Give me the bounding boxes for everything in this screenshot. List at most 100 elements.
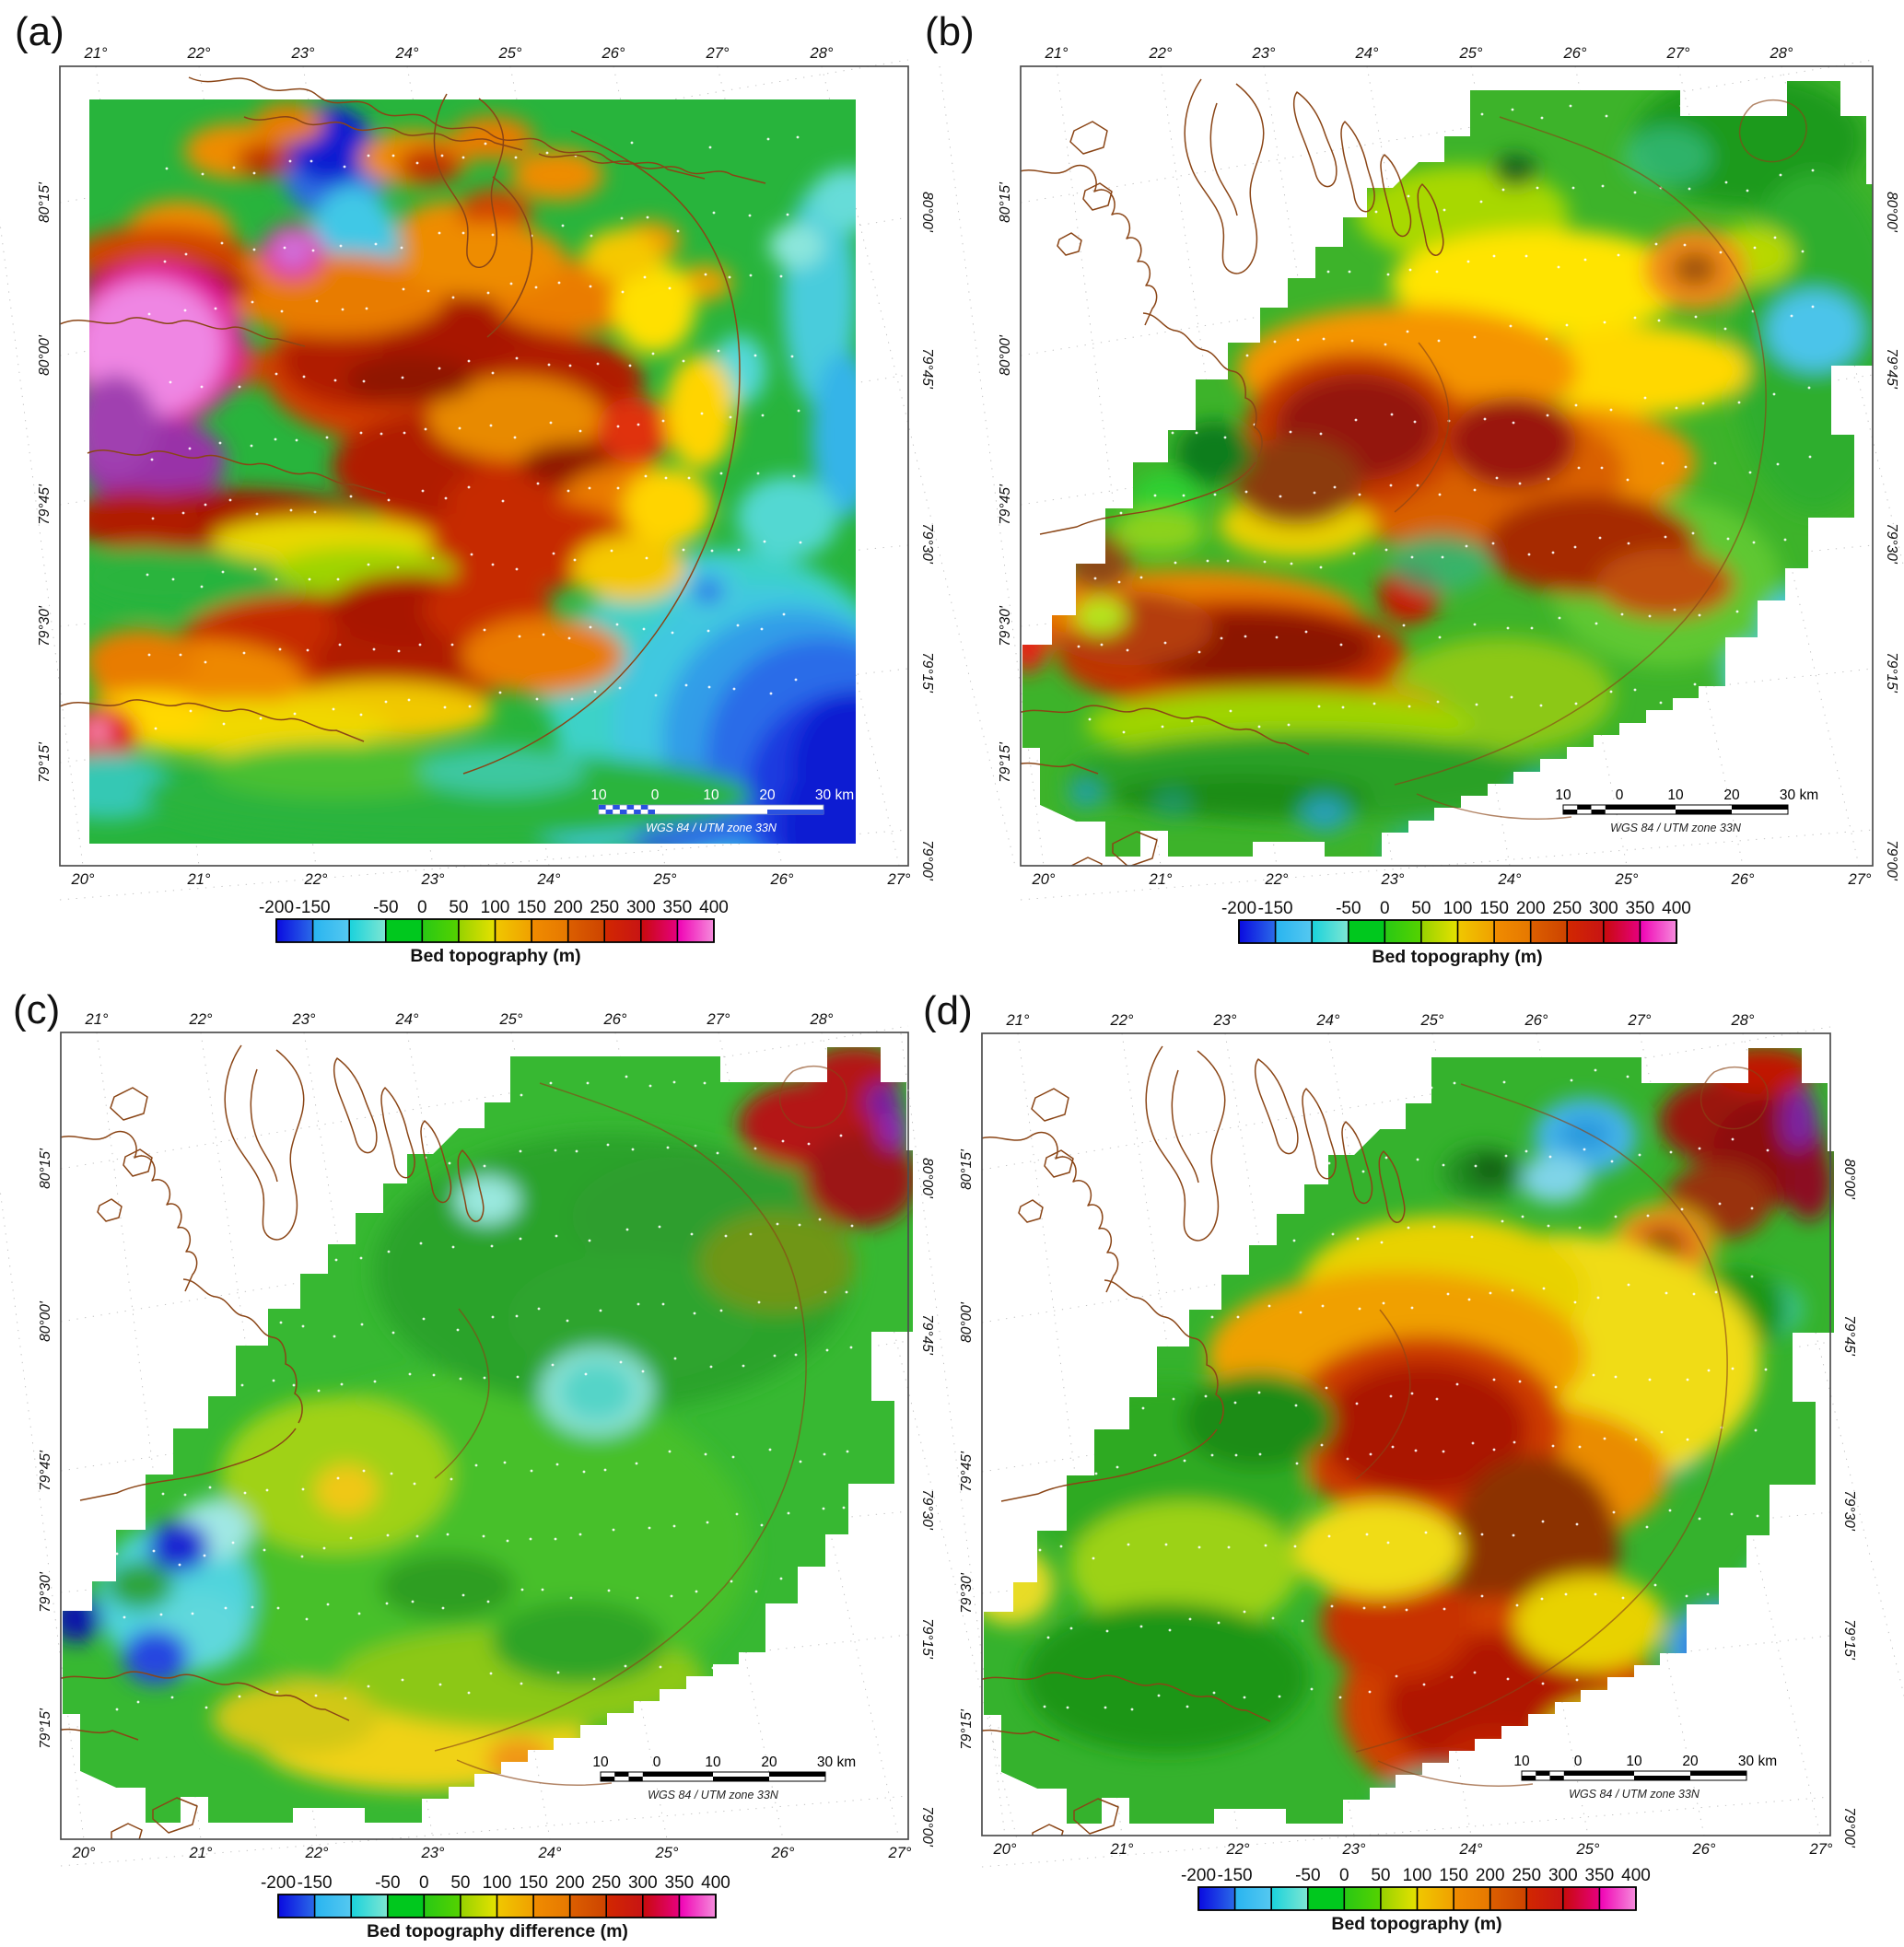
svg-text:200: 200 [1476, 1866, 1505, 1885]
svg-text:(b): (b) [925, 9, 975, 54]
svg-text:400: 400 [1621, 1866, 1651, 1885]
svg-text:21°: 21° [1045, 45, 1069, 62]
svg-text:79°00': 79°00' [919, 1806, 935, 1848]
svg-text:22°: 22° [305, 1845, 329, 1861]
svg-text:26°: 26° [770, 871, 794, 888]
svg-text:79°15': 79°15' [1841, 1619, 1857, 1661]
svg-text:27°: 27° [1628, 1012, 1652, 1029]
svg-text:150: 150 [1479, 899, 1509, 918]
svg-text:10: 10 [590, 787, 607, 803]
svg-text:25°: 25° [498, 45, 522, 62]
svg-text:350: 350 [1585, 1866, 1615, 1885]
svg-text:-150: -150 [1218, 1866, 1253, 1885]
svg-text:-200: -200 [1221, 899, 1256, 918]
svg-text:80°15': 80°15' [37, 181, 53, 223]
svg-text:20: 20 [1682, 1754, 1699, 1769]
svg-text:79°30': 79°30' [1841, 1490, 1857, 1532]
svg-text:(c): (c) [13, 987, 60, 1032]
svg-text:-50: -50 [1336, 899, 1361, 918]
svg-text:79°45': 79°45' [919, 1314, 935, 1356]
svg-text:250: 250 [1552, 899, 1582, 918]
svg-text:22°: 22° [1149, 45, 1173, 62]
svg-text:27°: 27° [888, 1845, 912, 1861]
svg-text:27°: 27° [707, 1011, 730, 1028]
svg-text:80°00': 80°00' [998, 334, 1013, 376]
svg-text:26°: 26° [603, 1011, 627, 1028]
svg-text:80°00': 80°00' [1841, 1159, 1857, 1200]
svg-text:27°: 27° [706, 45, 730, 62]
svg-text:79°15': 79°15' [37, 741, 53, 783]
svg-text:79°30': 79°30' [37, 605, 53, 647]
svg-text:80°00': 80°00' [919, 1158, 935, 1199]
svg-text:25°: 25° [499, 1011, 523, 1028]
svg-text:27°: 27° [887, 871, 911, 888]
svg-text:Bed topography (m): Bed topography (m) [1331, 1914, 1501, 1934]
svg-text:100: 100 [481, 898, 510, 917]
svg-text:50: 50 [1411, 899, 1431, 918]
svg-text:79°45': 79°45' [1841, 1315, 1857, 1357]
svg-text:30 km: 30 km [817, 1755, 856, 1770]
svg-text:80°15': 80°15' [998, 181, 1013, 223]
svg-text:79°30': 79°30' [959, 1572, 975, 1614]
svg-text:0: 0 [419, 1873, 429, 1893]
svg-text:79°45': 79°45' [37, 484, 53, 525]
svg-text:79°30': 79°30' [38, 1571, 53, 1613]
svg-text:400: 400 [699, 898, 729, 917]
svg-text:200: 200 [1516, 899, 1546, 918]
svg-text:10: 10 [1667, 787, 1684, 803]
svg-text:20°: 20° [993, 1841, 1017, 1858]
svg-text:-50: -50 [375, 1873, 400, 1893]
svg-text:79°30': 79°30' [919, 1489, 935, 1531]
svg-text:24°: 24° [1498, 871, 1522, 888]
svg-text:79°15': 79°15' [959, 1708, 975, 1750]
svg-text:Bed topography (m): Bed topography (m) [410, 946, 580, 966]
svg-text:79°15': 79°15' [919, 1618, 935, 1660]
svg-text:(a): (a) [15, 9, 64, 54]
svg-text:350: 350 [1626, 899, 1655, 918]
svg-text:26°: 26° [1692, 1841, 1716, 1858]
svg-text:150: 150 [517, 898, 546, 917]
svg-text:-150: -150 [1258, 899, 1293, 918]
svg-text:-150: -150 [298, 1873, 333, 1893]
svg-text:WGS 84 / UTM zone 33N: WGS 84 / UTM zone 33N [1610, 822, 1742, 834]
svg-text:25°: 25° [1615, 871, 1639, 888]
svg-text:28°: 28° [810, 1011, 834, 1028]
svg-text:25°: 25° [1420, 1012, 1444, 1029]
svg-text:25°: 25° [1459, 45, 1483, 62]
svg-text:79°30': 79°30' [998, 605, 1013, 647]
svg-text:28°: 28° [1770, 45, 1793, 62]
svg-text:22°: 22° [1226, 1841, 1250, 1858]
svg-text:150: 150 [1439, 1866, 1468, 1885]
svg-text:-200: -200 [261, 1873, 296, 1893]
svg-text:23°: 23° [421, 871, 445, 888]
svg-text:100: 100 [483, 1873, 512, 1893]
svg-text:79°15': 79°15' [919, 652, 935, 694]
svg-text:79°45': 79°45' [919, 348, 935, 390]
svg-text:79°45': 79°45' [1884, 348, 1899, 390]
svg-text:23°: 23° [1252, 45, 1276, 62]
svg-text:23°: 23° [421, 1845, 445, 1861]
svg-text:27°: 27° [1666, 45, 1690, 62]
svg-text:0: 0 [417, 898, 427, 917]
svg-text:21°: 21° [1110, 1841, 1134, 1858]
svg-text:79°30': 79°30' [919, 523, 935, 565]
svg-text:200: 200 [554, 898, 583, 917]
svg-text:25°: 25° [1576, 1841, 1600, 1858]
svg-text:24°: 24° [1459, 1841, 1483, 1858]
svg-text:22°: 22° [189, 1011, 213, 1028]
svg-text:400: 400 [1662, 899, 1691, 918]
svg-text:400: 400 [701, 1873, 730, 1893]
svg-text:350: 350 [663, 898, 693, 917]
svg-text:80°15': 80°15' [38, 1148, 53, 1189]
svg-text:79°15': 79°15' [998, 741, 1013, 783]
svg-text:WGS 84 / UTM zone 33N: WGS 84 / UTM zone 33N [648, 1789, 779, 1801]
svg-text:26°: 26° [1524, 1012, 1548, 1029]
svg-text:21°: 21° [189, 1845, 213, 1861]
svg-text:23°: 23° [291, 45, 315, 62]
svg-text:79°00': 79°00' [1884, 840, 1899, 881]
svg-text:30 km: 30 km [815, 787, 854, 803]
svg-text:23°: 23° [1213, 1012, 1237, 1029]
svg-text:10: 10 [1513, 1754, 1530, 1769]
svg-text:80°00': 80°00' [959, 1301, 975, 1343]
svg-text:23°: 23° [1381, 871, 1405, 888]
